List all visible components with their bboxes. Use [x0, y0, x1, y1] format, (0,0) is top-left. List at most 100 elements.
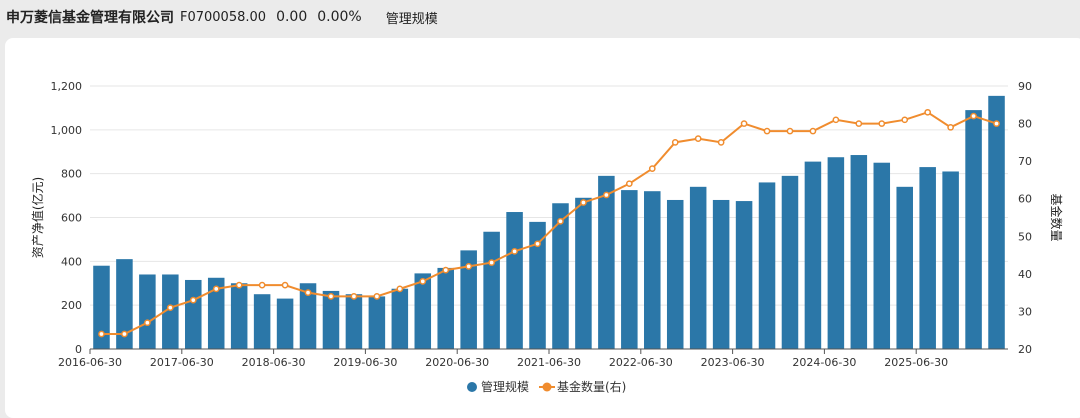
bar	[644, 191, 661, 349]
bar	[896, 186, 913, 349]
y2-tick-label: 40	[1018, 268, 1032, 281]
x-tick-label: 2020-06-30	[425, 356, 489, 369]
bar	[437, 267, 454, 349]
bar	[185, 279, 202, 349]
line-point	[144, 319, 151, 327]
bar	[139, 274, 156, 349]
line-point	[488, 259, 495, 266]
y2-tick-label: 30	[1018, 305, 1032, 318]
line-point	[878, 120, 886, 127]
y-tick-label: 400	[61, 255, 82, 268]
bar	[758, 182, 776, 349]
bar	[942, 171, 959, 349]
bar	[207, 277, 225, 349]
bar	[621, 190, 638, 349]
bar	[391, 288, 409, 349]
bar	[253, 294, 271, 349]
line-point	[166, 304, 174, 312]
x-tick-label: 2021-06-30	[517, 356, 581, 369]
x-tick-label: 2025-06-30	[884, 356, 948, 369]
bar	[93, 265, 110, 349]
line-point	[419, 278, 427, 285]
change-percent: 0.00%	[317, 9, 362, 25]
bar	[804, 161, 822, 349]
line-point	[671, 139, 679, 146]
x-tick-label: 2022-06-30	[609, 356, 673, 369]
line-point	[580, 199, 587, 206]
line-point	[970, 112, 977, 120]
y-tick-label: 1,200	[51, 80, 83, 93]
bar-series	[93, 95, 1005, 349]
line-point	[924, 108, 932, 116]
bar	[781, 175, 799, 349]
legend-bar-label[interactable]: 管理规模	[481, 379, 529, 394]
line-point	[855, 120, 863, 127]
bar	[116, 259, 133, 349]
line-point	[511, 247, 518, 255]
line-point	[786, 127, 794, 135]
title-bar: 申万菱信基金管理有限公司 F0700058.00 0.00 0.00% 管理规模	[0, 0, 1080, 34]
x-tick-label: 2016-06-30	[58, 356, 122, 369]
line-point	[212, 285, 220, 293]
bar	[988, 95, 1005, 349]
line-point	[465, 262, 473, 270]
bar	[162, 274, 179, 349]
line-point	[603, 191, 610, 199]
y-tick-label: 0	[75, 343, 82, 356]
line-point	[327, 293, 335, 300]
y2-axis-title: 基金数量	[1049, 193, 1064, 241]
y-tick-label: 200	[61, 299, 82, 312]
line-point	[442, 266, 450, 274]
y-tick-label: 600	[61, 212, 82, 225]
line-point	[717, 139, 725, 146]
bar	[230, 283, 248, 349]
bar	[414, 273, 432, 349]
y2-tick-label: 70	[1018, 155, 1032, 168]
line-point	[947, 123, 954, 131]
change-value: 0.00	[276, 9, 308, 25]
line-point	[350, 293, 358, 300]
grid-lines	[90, 85, 1008, 306]
y-tick-label: 1,000	[51, 124, 83, 137]
line-series	[98, 108, 1000, 338]
line-point	[258, 281, 266, 289]
bar	[322, 290, 340, 349]
combo-chart: 0 200 400 600 800 1,000 1,200 20 30 40 50 60 70 80 90 2…	[30, 80, 1064, 394]
bar	[850, 155, 868, 349]
line-point	[993, 120, 1000, 127]
y2-tick-label: 60	[1018, 193, 1032, 206]
metric-tab[interactable]: 管理规模	[385, 11, 438, 27]
axes: 0 200 400 600 800 1,000 1,200 20 30 40 50 60 70 80 90 2…	[51, 80, 1033, 369]
line-point	[373, 293, 381, 300]
line-point	[304, 289, 312, 296]
x-tick-label: 2018-06-30	[242, 356, 306, 369]
bar	[460, 250, 477, 349]
line-point	[740, 120, 748, 127]
legend-line-label[interactable]: 基金数量(右)	[557, 379, 626, 394]
y-axis-title: 资产净值(亿元)	[30, 177, 45, 258]
bar	[735, 201, 753, 349]
bar	[575, 197, 592, 349]
bar	[827, 157, 845, 349]
y2-tick-label: 20	[1018, 343, 1032, 356]
x-tick-label: 2017-06-30	[150, 356, 214, 369]
bar	[368, 296, 386, 349]
bar	[965, 110, 982, 349]
company-name: 申万菱信基金管理有限公司	[6, 10, 174, 26]
bar	[689, 186, 707, 349]
y-tick-label: 800	[61, 168, 82, 181]
legend-bar-marker	[467, 382, 477, 392]
legend[interactable]: 管理规模 基金数量(右)	[467, 379, 626, 394]
bar	[598, 175, 615, 349]
line-point	[901, 116, 909, 124]
line-path	[101, 111, 997, 335]
bar	[919, 167, 936, 349]
fund-code: F0700058.00	[180, 9, 267, 25]
bar	[299, 283, 317, 349]
line-point	[189, 296, 197, 304]
y2-tick-label: 90	[1018, 80, 1032, 93]
bar	[873, 162, 891, 349]
line-point	[281, 281, 289, 289]
x-tick-label: 2024-06-30	[792, 356, 856, 369]
bar	[345, 294, 363, 349]
